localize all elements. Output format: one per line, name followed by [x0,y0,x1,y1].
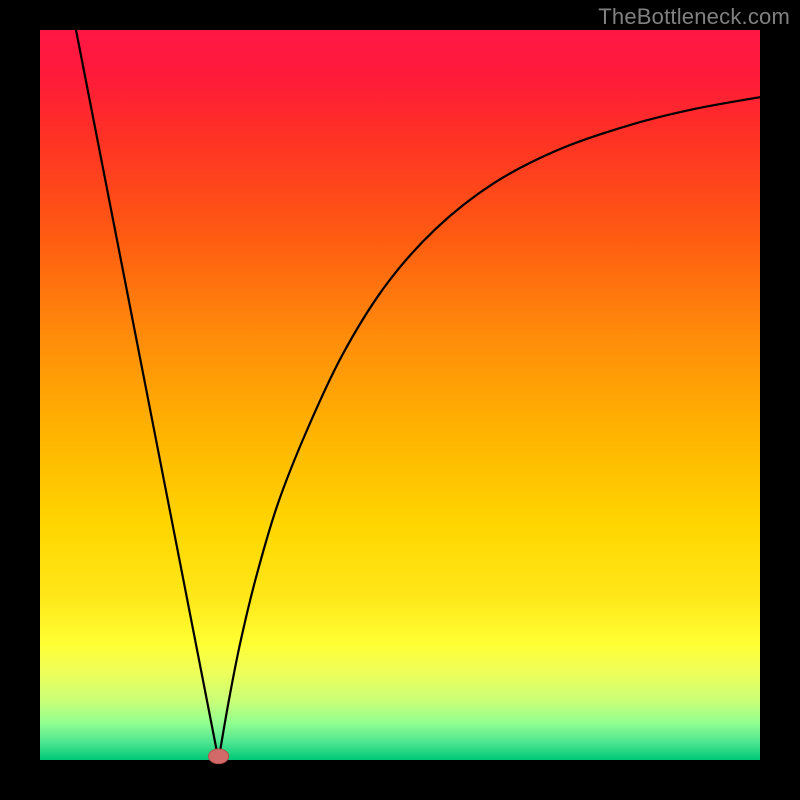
optimal-marker [208,749,228,764]
bottleneck-chart [0,0,800,800]
watermark-text: TheBottleneck.com [598,4,790,30]
chart-container: TheBottleneck.com [0,0,800,800]
